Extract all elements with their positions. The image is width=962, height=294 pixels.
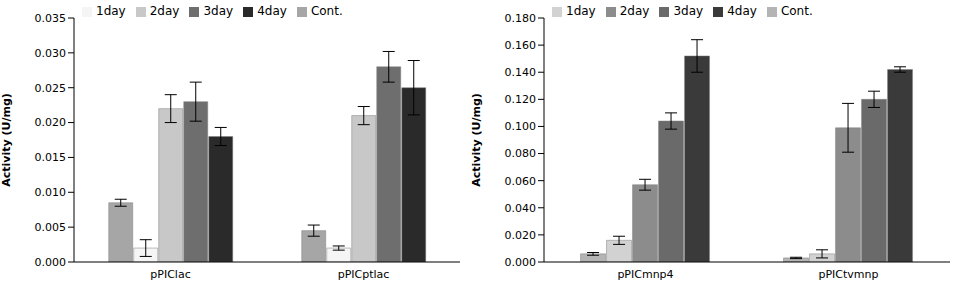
html-text:1day: 1day bbox=[566, 4, 596, 18]
svg-text:0.000: 0.000 bbox=[505, 256, 537, 269]
svg-text:Activity (U/mg): Activity (U/mg) bbox=[8, 93, 13, 187]
svg-text:pPIClac: pPIClac bbox=[150, 268, 190, 281]
html-text:Cont.: Cont. bbox=[780, 4, 813, 18]
svg-text:0.020: 0.020 bbox=[505, 229, 537, 242]
svg-text:pPICptlac: pPICptlac bbox=[338, 268, 390, 281]
svg-text:0.160: 0.160 bbox=[505, 39, 537, 52]
html-text:4day: 4day bbox=[257, 4, 287, 18]
svg-text:0.120: 0.120 bbox=[505, 93, 537, 106]
svg-text:0.025: 0.025 bbox=[35, 82, 67, 95]
svg-text:0.015: 0.015 bbox=[35, 151, 67, 164]
html-text:1day: 1day bbox=[96, 4, 126, 18]
svg-text:0.080: 0.080 bbox=[505, 147, 537, 160]
html-text:3day: 3day bbox=[673, 4, 704, 18]
html-text:Cont.: Cont. bbox=[310, 4, 343, 18]
svg-text:0.060: 0.060 bbox=[505, 175, 537, 188]
svg-text:0.180: 0.180 bbox=[505, 12, 537, 25]
html-text:3day: 3day bbox=[203, 4, 234, 18]
svg-text:0.000: 0.000 bbox=[35, 256, 67, 269]
svg-text:0.020: 0.020 bbox=[35, 116, 67, 129]
svg-text:pPICmnp4: pPICmnp4 bbox=[617, 268, 673, 281]
svg-text:Activity (U/mg): Activity (U/mg) bbox=[470, 93, 483, 187]
html-text:2day: 2day bbox=[149, 4, 180, 18]
html-text:4day: 4day bbox=[727, 4, 757, 18]
svg-text:0.035: 0.035 bbox=[35, 12, 67, 25]
svg-text:0.040: 0.040 bbox=[505, 202, 537, 215]
svg-text:0.010: 0.010 bbox=[35, 186, 67, 199]
svg-text:0.100: 0.100 bbox=[505, 120, 537, 133]
svg-text:0.030: 0.030 bbox=[35, 47, 67, 60]
html-text:2day: 2day bbox=[619, 4, 650, 18]
svg-text:0.140: 0.140 bbox=[505, 66, 537, 79]
svg-text:pPICtvmnp: pPICtvmnp bbox=[818, 268, 878, 281]
svg-text:0.005: 0.005 bbox=[35, 221, 67, 234]
